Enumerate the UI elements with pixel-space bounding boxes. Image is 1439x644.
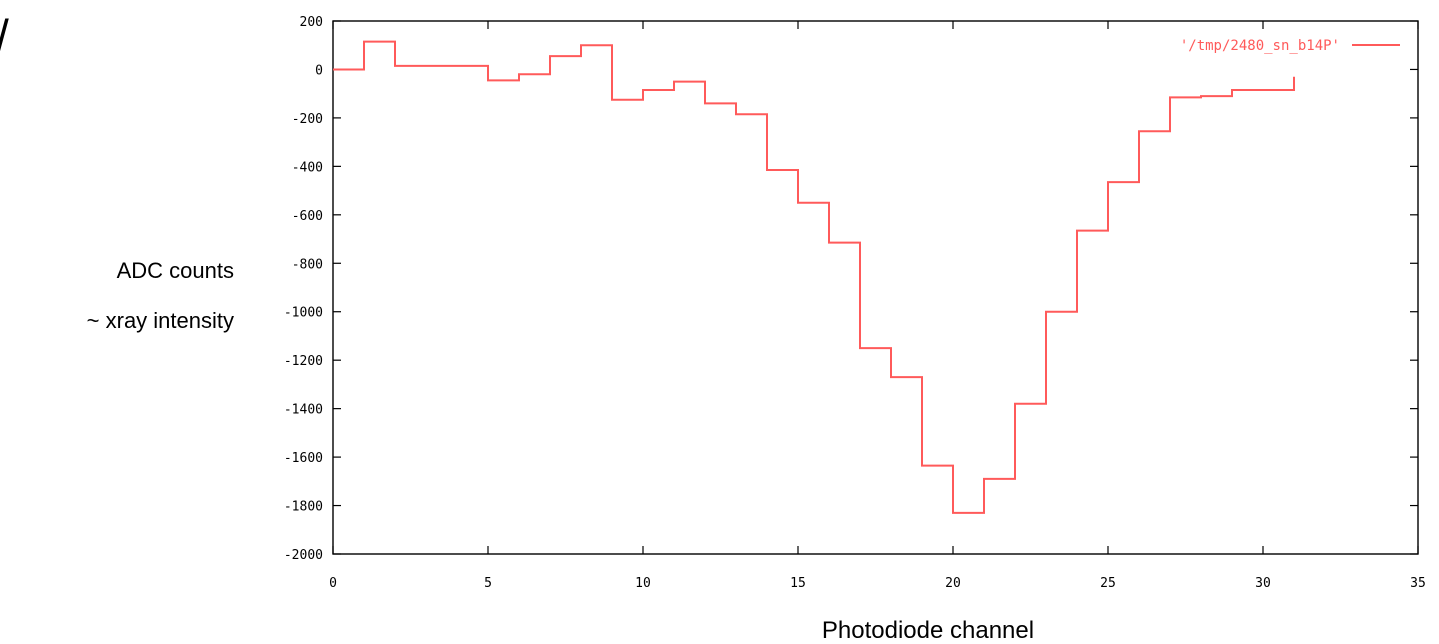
plot-series xyxy=(333,40,1295,514)
y-tick-label: -1400 xyxy=(284,403,323,418)
chart-legend: '/tmp/2480_sn_b14P' xyxy=(1180,38,1400,54)
y-axis-label-line-1: ADC counts xyxy=(117,258,234,283)
x-tick-label: 25 xyxy=(1100,576,1116,591)
y-tick-label: -1600 xyxy=(284,451,323,466)
y-tick-label: -1800 xyxy=(284,500,323,515)
y-tick-label: -600 xyxy=(292,209,323,224)
x-tick-label: 35 xyxy=(1410,576,1426,591)
x-tick-label: 0 xyxy=(329,576,337,591)
corner-slash-glyph: / xyxy=(0,10,9,62)
y-tick-label: 0 xyxy=(315,63,323,78)
y-axis-label: ADC counts ~ xray intensity xyxy=(87,258,234,333)
x-axis-label: Photodiode channel xyxy=(822,617,1034,644)
y-tick-label: -2000 xyxy=(284,548,323,563)
plot-frame xyxy=(332,20,1419,555)
x-tick-label: 30 xyxy=(1255,576,1271,591)
y-tick-label: -800 xyxy=(292,257,323,272)
y-tick-label: -400 xyxy=(292,160,323,175)
y-axis-label-line-2: ~ xray intensity xyxy=(87,308,234,333)
x-tick-label: 20 xyxy=(945,576,961,591)
y-tick-label: -1000 xyxy=(284,306,323,321)
y-tick-label: -1200 xyxy=(284,354,323,369)
y-tick-label: -200 xyxy=(292,112,323,127)
x-tick-label: 5 xyxy=(484,576,492,591)
series-line-0 xyxy=(333,40,1295,514)
x-tick-label: 15 xyxy=(790,576,806,591)
x-tick-label: 10 xyxy=(635,576,651,591)
plot-axes: 2000-200-400-600-800-1000-1200-1400-1600… xyxy=(284,15,1426,591)
y-tick-label: 200 xyxy=(300,15,323,30)
legend-label: '/tmp/2480_sn_b14P' xyxy=(1180,38,1340,54)
